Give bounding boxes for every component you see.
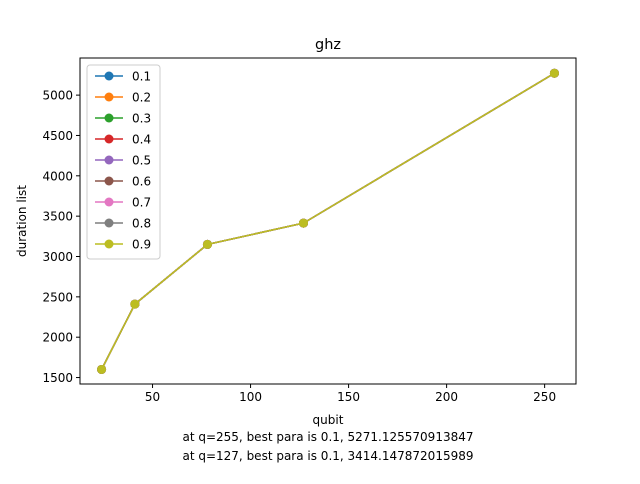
annotation-line-1: at q=255, best para is 0.1, 5271.1255709…: [182, 430, 473, 444]
legend-label: 0.7: [132, 196, 151, 210]
y-tick-label: 4500: [42, 129, 73, 143]
x-tick-label: 100: [239, 390, 262, 404]
data-point: [549, 68, 559, 78]
legend-label: 0.6: [132, 175, 151, 189]
data-point: [298, 218, 308, 228]
legend-item: 0.7: [95, 196, 151, 210]
data-point: [97, 364, 107, 374]
legend-item: 0.3: [95, 112, 151, 126]
legend-item: 0.6: [95, 175, 151, 189]
legend-swatch-marker: [104, 197, 114, 207]
legend-item: 0.9: [95, 238, 151, 252]
data-point: [130, 299, 140, 309]
y-tick-label: 4000: [42, 169, 73, 183]
legend-swatch-marker: [104, 71, 114, 81]
legend-swatch-marker: [104, 218, 114, 228]
legend-swatch-marker: [104, 134, 114, 144]
legend-label: 0.2: [132, 91, 151, 105]
x-tick-label: 200: [435, 390, 458, 404]
plot-area: [97, 68, 559, 374]
legend-label: 0.9: [132, 238, 151, 252]
legend-swatch-marker: [104, 176, 114, 186]
axes-frame: [79, 57, 577, 385]
x-axis-label: qubit: [313, 413, 344, 427]
x-tick-label: 250: [533, 390, 556, 404]
legend-label: 0.3: [132, 112, 151, 126]
y-axis-ticks: 1500 2000 2500 3000 3500 4000 4500 5000: [42, 89, 80, 385]
y-tick-label: 5000: [42, 89, 73, 103]
legend-box: [86, 64, 161, 260]
legend-swatch-marker: [104, 155, 114, 165]
legend: 0.1 0.2 0.3 0.4 0.5 0.6 0.7 0.8 0.9: [86, 64, 161, 260]
annotation-line-2: at q=127, best para is 0.1, 3414.1478720…: [182, 449, 473, 463]
legend-label: 0.8: [132, 217, 151, 231]
y-tick-label: 3500: [42, 210, 73, 224]
series-layer: [97, 68, 559, 374]
y-axis-label: duration list: [15, 185, 29, 257]
series-0.9: [97, 68, 559, 374]
x-tick-label: 50: [145, 390, 160, 404]
x-tick-label: 150: [337, 390, 360, 404]
chart-title: ghz: [315, 37, 341, 53]
legend-swatch-marker: [104, 92, 114, 102]
y-tick-label: 3000: [42, 250, 73, 264]
data-point: [202, 239, 212, 249]
legend-item: 0.5: [95, 154, 151, 168]
legend-swatch-marker: [104, 113, 114, 123]
legend-item: 0.2: [95, 91, 151, 105]
legend-label: 0.4: [132, 133, 151, 147]
legend-item: 0.8: [95, 217, 151, 231]
y-tick-label: 1500: [42, 371, 73, 385]
x-axis-ticks: 50 100 150 200 250: [145, 384, 556, 404]
y-tick-label: 2500: [42, 290, 73, 304]
legend-item: 0.1: [95, 70, 151, 84]
y-tick-label: 2000: [42, 331, 73, 345]
legend-label: 0.5: [132, 154, 151, 168]
legend-item: 0.4: [95, 133, 151, 147]
legend-label: 0.1: [132, 70, 151, 84]
legend-swatch-marker: [104, 239, 114, 249]
